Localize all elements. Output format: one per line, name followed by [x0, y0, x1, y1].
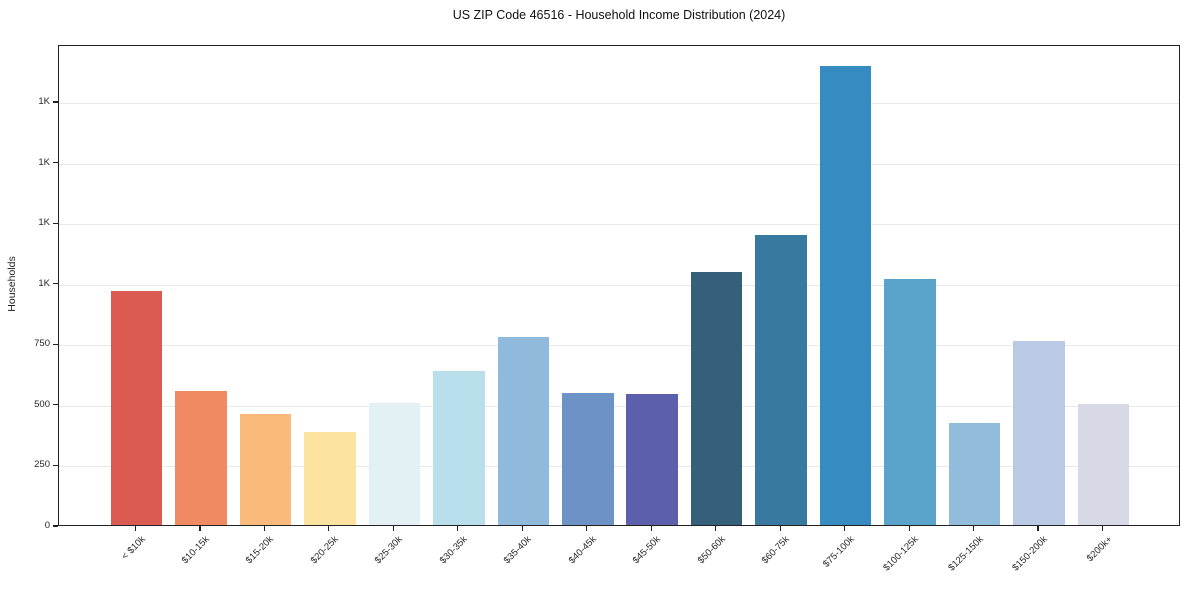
x-tick-mark: [1037, 526, 1039, 531]
x-tick-label-text: $40-45k: [566, 534, 599, 567]
x-tick-mark: [263, 526, 266, 531]
bar-$125-150k: [948, 423, 1001, 525]
x-tick-mark: [134, 526, 137, 531]
y-tick-mark: [53, 222, 58, 224]
x-tick-label-text: $20-25k: [308, 534, 341, 567]
x-tick-mark: [715, 526, 717, 531]
gridline: [59, 345, 1179, 347]
x-tick-mark: [199, 526, 201, 531]
bar-$25-30k: [368, 402, 421, 525]
bar-< $10k: [110, 291, 163, 525]
y-tick-mark: [53, 404, 58, 406]
bar-$15-20k: [239, 413, 292, 525]
bar-$30-35k: [433, 371, 485, 525]
y-tick-label: 1K: [38, 95, 50, 107]
y-tick-mark: [53, 161, 58, 164]
x-tick-mark: [328, 526, 330, 531]
bar-$75-100k: [819, 65, 872, 525]
gridline: [59, 163, 1179, 165]
x-tick-mark: [844, 526, 846, 531]
bar-$20-25k: [304, 431, 356, 525]
plot-area: [58, 45, 1180, 526]
x-tick-label-text: < $10k: [119, 534, 148, 563]
gridline: [59, 466, 1179, 468]
x-tick-label-text: $30-35k: [437, 534, 470, 567]
x-tick-label-text: $150-200k: [1010, 534, 1050, 574]
x-tick-label-text: $25-30k: [373, 534, 406, 567]
bar-$10-15k: [175, 390, 227, 525]
x-tick-mark: [650, 526, 652, 531]
bar-$150-200k: [1013, 340, 1065, 525]
x-tick-label-text: $125-150k: [945, 534, 986, 574]
y-tick-label: 750: [34, 338, 50, 350]
y-tick-label: 250: [34, 459, 50, 471]
bar-$50-60k: [690, 271, 743, 525]
y-tick-mark: [53, 525, 58, 527]
x-tick-label-text: $45-50k: [630, 534, 663, 567]
x-tick-label-text: $10-15k: [179, 534, 212, 567]
y-tick-mark: [53, 464, 58, 466]
bar-$35-40k: [497, 337, 550, 525]
x-tick-mark: [521, 526, 523, 531]
x-tick-mark: [779, 526, 781, 531]
gridline: [59, 284, 1179, 286]
bar-$200k+: [1077, 403, 1130, 525]
x-tick-label-text: $100-125k: [881, 534, 921, 574]
x-tick-label-text: $15-20k: [244, 534, 277, 567]
x-tick-label-text: $200k+: [1084, 534, 1115, 565]
bar-$60-75k: [755, 235, 807, 525]
chart-title: US ZIP Code 46516 - Household Income Dis…: [452, 8, 786, 22]
gridline: [59, 405, 1179, 407]
y-tick-mark: [53, 283, 58, 285]
gridline: [59, 102, 1179, 104]
y-tick-label: 500: [34, 398, 50, 410]
bar-$45-50k: [626, 394, 678, 525]
x-tick-mark: [908, 526, 910, 531]
y-tick-label: 1K: [38, 217, 50, 229]
y-tick-label: 1K: [38, 156, 50, 168]
y-tick-mark: [53, 343, 58, 345]
x-tick-label-text: $35-40k: [502, 534, 535, 567]
x-tick-mark: [586, 526, 588, 531]
x-tick-mark: [972, 526, 975, 531]
y-tick-mark: [53, 101, 58, 103]
gridline: [59, 224, 1179, 226]
x-tick-mark: [392, 526, 394, 531]
x-tick-mark: [457, 526, 459, 531]
x-tick-mark: [1101, 526, 1104, 531]
bar-$100-125k: [884, 279, 936, 525]
y-tick-label: 0: [44, 520, 50, 531]
x-tick-label-text: $60-75k: [759, 534, 792, 567]
x-tick-label-text: $75-100k: [820, 534, 857, 570]
y-tick-label: 1K: [38, 277, 50, 289]
bar-$40-45k: [562, 392, 614, 525]
x-tick-label-text: $50-60k: [695, 534, 728, 567]
